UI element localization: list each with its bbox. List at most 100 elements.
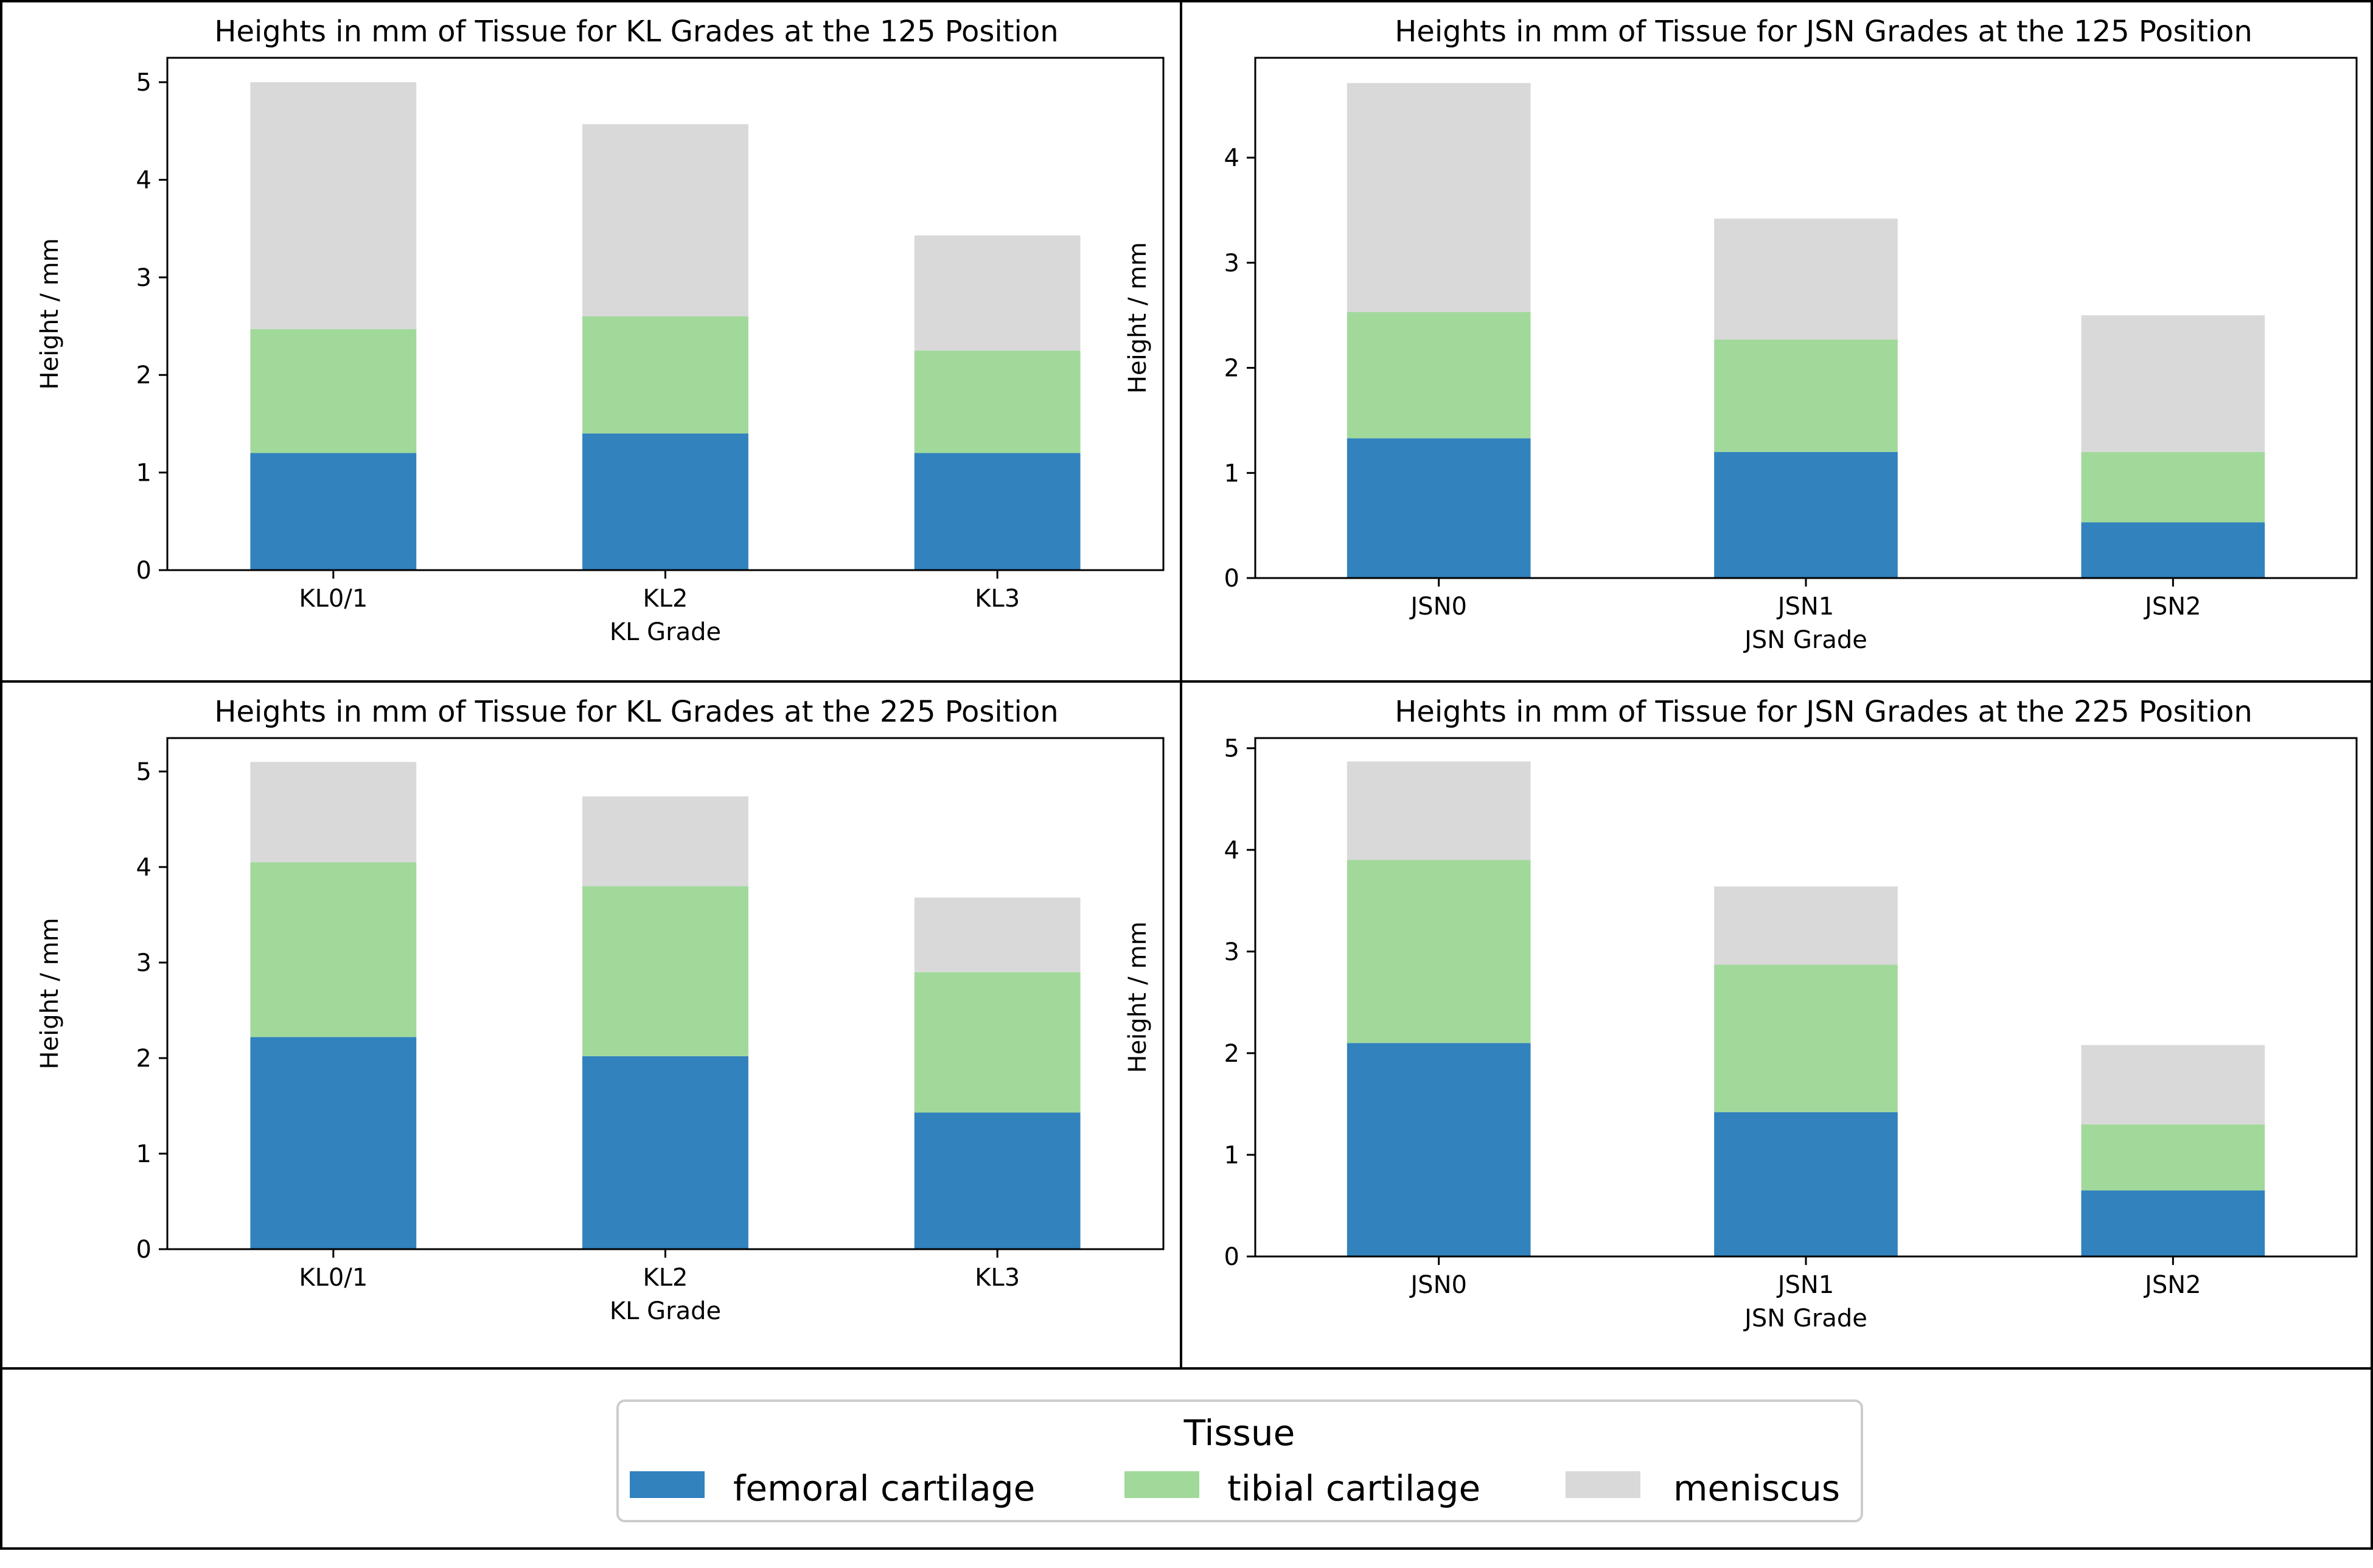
y-tick-label: 0 (1224, 1243, 1239, 1271)
legend-swatch-femoral (630, 1471, 705, 1498)
x-tick-label: JSN2 (2143, 1271, 2201, 1299)
bar-jsn1-tibial-cartilage (1714, 339, 1898, 452)
y-tick-label: 4 (136, 854, 152, 882)
chart-jsn-125: JSN0 JSN1 JSN2 0 1 2 3 4 Heights in mm of Tissue… (1124, 15, 2358, 654)
x-axis-label: JSN Grade (1743, 1305, 1867, 1333)
y-tick-label: 4 (1224, 837, 1239, 865)
legend-label-meniscus: meniscus (1673, 1468, 1840, 1509)
y-tick-label: 3 (1224, 249, 1239, 277)
bar-jsn2-femoral-cartilage (2081, 1190, 2265, 1256)
bar-jsn0-tibial-cartilage (1347, 312, 1531, 439)
bar-kl3-meniscus (914, 235, 1081, 351)
y-axis-label: Height / mm (36, 918, 64, 1069)
bar-jsn1-femoral-cartilage (1714, 1112, 1898, 1256)
bar-jsn0-tibial-cartilage (1347, 860, 1531, 1044)
x-tick-label: JSN0 (1409, 593, 1467, 621)
bar-jsn1-tibial-cartilage (1714, 964, 1898, 1112)
plot-frame (166, 57, 1165, 571)
bar-kl3-tibial-cartilage (914, 972, 1081, 1113)
plot-frame (1254, 737, 2358, 1258)
x-tick-label: JSN0 (1409, 1271, 1467, 1299)
y-tick-label: 5 (136, 758, 152, 786)
chart-jsn-225: JSN0 JSN1 JSN2 0 1 2 3 4 5 Heights in mm of Tissu… (1124, 695, 2358, 1333)
y-tick-label: 1 (1224, 459, 1239, 487)
legend-title: Tissue (1183, 1412, 1295, 1454)
legend-frame (616, 1399, 1863, 1522)
bar-kl3-tibial-cartilage (914, 350, 1081, 453)
bar-jsn1-femoral-cartilage (1714, 451, 1898, 578)
chart-title: Heights in mm of Tissue for JSN Grades a… (1395, 695, 2253, 729)
y-tick-label: 4 (1224, 144, 1239, 172)
y-axis-label: Height / mm (1124, 921, 1152, 1073)
x-tick-label: KL3 (975, 585, 1020, 613)
bar-jsn0-femoral-cartilage (1347, 1043, 1531, 1256)
bar-kl0-1-femoral-cartilage (250, 1037, 417, 1249)
plot-frame (166, 737, 1165, 1250)
y-tick-label: 4 (136, 166, 152, 194)
x-tick-label: KL2 (643, 585, 688, 613)
bar-kl3-femoral-cartilage (914, 1112, 1081, 1249)
bar-jsn2-meniscus (2081, 315, 2265, 452)
bar-jsn2-tibial-cartilage (2081, 451, 2265, 523)
bar-jsn2-meniscus (2081, 1045, 2265, 1124)
x-axis-label: KL Grade (610, 1297, 721, 1325)
bar-kl2-tibial-cartilage (582, 316, 748, 434)
x-tick-label: JSN2 (2143, 593, 2201, 621)
bar-jsn0-meniscus (1347, 83, 1531, 313)
y-tick-label: 2 (1224, 355, 1239, 383)
bar-jsn2-tibial-cartilage (2081, 1124, 2265, 1191)
bar-kl0-1-femoral-cartilage (250, 453, 417, 570)
bar-jsn2-femoral-cartilage (2081, 522, 2265, 578)
bar-kl0-1-meniscus (250, 82, 417, 329)
x-tick-label: KL0/1 (299, 1264, 368, 1292)
y-tick-label: 1 (1224, 1141, 1239, 1169)
bar-kl0-1-tibial-cartilage (250, 329, 417, 453)
legend-swatch-tibial (1124, 1471, 1199, 1498)
bar-kl3-femoral-cartilage (914, 453, 1081, 570)
legend-label-tibial: tibial cartilage (1227, 1468, 1480, 1509)
chart-kl-125: KL0/1 KL2 KL3 0 1 2 3 4 5 Heights in mm of Tissue… (36, 15, 1165, 646)
bar-jsn0-meniscus (1347, 761, 1531, 860)
x-axis-label: KL Grade (610, 618, 721, 646)
bar-kl2-meniscus (582, 796, 748, 887)
y-tick-label: 3 (136, 264, 152, 292)
y-tick-label: 0 (1224, 565, 1239, 593)
chart-title: Heights in mm of Tissue for KL Grades at… (214, 15, 1058, 49)
bar-jsn1-meniscus (1714, 218, 1898, 340)
x-tick-label: KL3 (975, 1264, 1020, 1292)
bar-kl0-1-tibial-cartilage (250, 862, 417, 1037)
bar-kl3-meniscus (914, 897, 1081, 972)
y-tick-label: 0 (136, 1236, 152, 1264)
bar-kl2-meniscus (582, 124, 748, 317)
x-tick-label: KL2 (643, 1264, 688, 1292)
bar-jsn0-femoral-cartilage (1347, 438, 1531, 578)
y-tick-label: 1 (136, 1140, 152, 1168)
y-tick-label: 2 (136, 361, 152, 389)
x-tick-label: KL0/1 (299, 585, 368, 613)
legend-label-femoral: femoral cartilage (733, 1468, 1035, 1509)
x-tick-label: JSN1 (1776, 593, 1835, 621)
chart-kl-225: KL0/1 KL2 KL3 0 1 2 3 4 5 Heights in mm of Tissue… (36, 695, 1165, 1325)
y-tick-label: 2 (136, 1045, 152, 1073)
y-tick-label: 5 (136, 69, 152, 97)
bar-kl2-tibial-cartilage (582, 886, 748, 1056)
y-tick-label: 0 (136, 557, 152, 585)
legend: Tissue femoral cartilage tibial cartilag… (616, 1399, 1863, 1522)
y-tick-label: 3 (1224, 938, 1239, 966)
x-axis-label: JSN Grade (1743, 626, 1867, 654)
plot-frame (1254, 57, 2358, 579)
bar-jsn1-meniscus (1714, 886, 1898, 965)
chart-title: Heights in mm of Tissue for JSN Grades a… (1395, 15, 2253, 49)
bar-kl0-1-meniscus (250, 762, 417, 863)
y-axis-label: Height / mm (36, 238, 64, 389)
legend-swatch-meniscus (1566, 1471, 1640, 1498)
y-tick-label: 2 (1224, 1040, 1239, 1068)
bar-kl2-femoral-cartilage (582, 1056, 748, 1249)
x-tick-label: JSN1 (1776, 1271, 1835, 1299)
bar-kl2-femoral-cartilage (582, 433, 748, 570)
chart-title: Heights in mm of Tissue for KL Grades at… (214, 695, 1058, 729)
y-tick-label: 5 (1224, 735, 1239, 763)
y-axis-label: Height / mm (1124, 242, 1152, 394)
y-tick-label: 1 (136, 459, 152, 487)
